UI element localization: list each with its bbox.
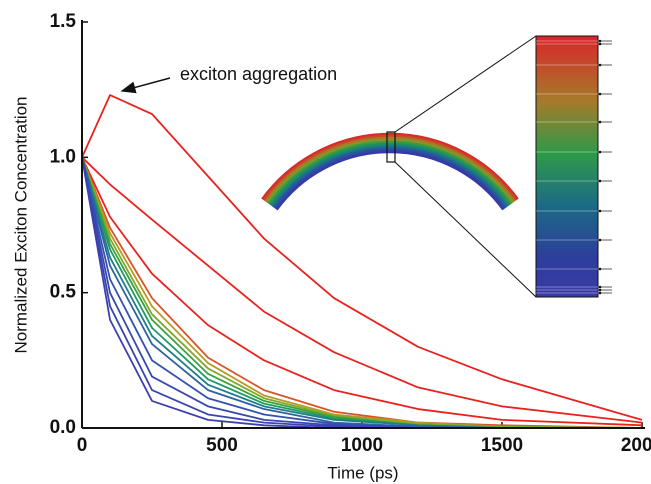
series-line	[81, 157, 643, 429]
inset-dot	[598, 42, 602, 46]
inset-arc	[272, 146, 508, 209]
x-tick-label: 1500	[481, 435, 523, 456]
inset-arc	[261, 132, 519, 200]
inset-dot	[598, 291, 602, 295]
y-tick-label: 1.0	[50, 146, 76, 167]
series-line	[81, 156, 643, 427]
y-tick-label: 0.5	[50, 282, 77, 303]
inset-dot	[598, 209, 602, 213]
y-tick-label: 0.0	[50, 417, 76, 438]
x-tick-label: 1000	[341, 435, 383, 456]
inset-arc	[267, 140, 513, 205]
inset-arc	[266, 138, 514, 204]
inset-dot	[598, 285, 602, 289]
series-line	[81, 156, 643, 424]
inset-dot	[598, 63, 602, 67]
inset-arc	[262, 134, 518, 202]
series-line	[81, 94, 643, 421]
x-tick-label: 500	[206, 435, 238, 456]
x-axis-label: Time (ps)	[327, 463, 398, 482]
inset-dot	[598, 179, 602, 183]
inset-dot	[598, 92, 602, 96]
inset-dot	[598, 267, 602, 271]
inset-arc	[274, 148, 506, 210]
x-tick-label: 0	[77, 435, 88, 456]
inset-arc	[264, 136, 516, 203]
inset-dot	[598, 150, 602, 154]
inset-arc	[269, 142, 511, 206]
inset-dot	[598, 288, 602, 292]
inset	[261, 35, 612, 298]
y-tick-label: 1.5	[50, 11, 77, 32]
inset-dot	[598, 120, 602, 124]
inset-dot	[598, 39, 602, 43]
inset-arc	[275, 150, 505, 211]
annotation-arrow	[120, 77, 171, 94]
series-line	[81, 157, 643, 429]
y-axis-label: Normalized Exciton Concentration	[11, 96, 30, 353]
inset-arc	[270, 144, 510, 207]
inset-dot	[598, 238, 602, 242]
annotation: exciton aggregation	[180, 64, 337, 84]
